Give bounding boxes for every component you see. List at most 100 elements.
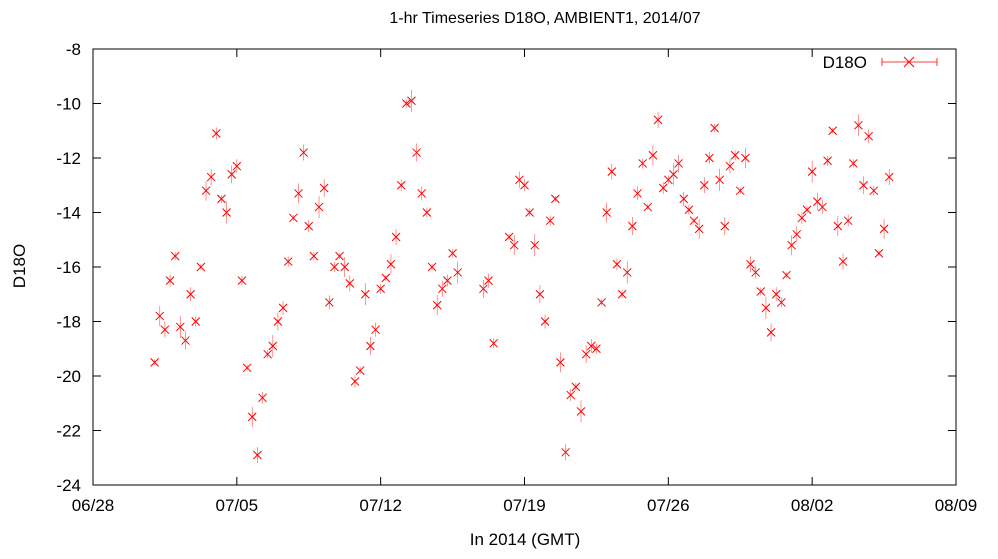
data-point bbox=[443, 274, 452, 287]
x-tick-label: 06/28 bbox=[72, 496, 115, 515]
data-point bbox=[540, 314, 550, 329]
data-point bbox=[586, 339, 596, 354]
data-point bbox=[848, 159, 858, 168]
data-point bbox=[489, 338, 499, 349]
x-tick-label: 07/26 bbox=[647, 496, 690, 515]
data-point bbox=[150, 358, 159, 367]
data-point bbox=[864, 129, 874, 144]
data-point bbox=[515, 171, 524, 188]
data-point bbox=[638, 158, 648, 169]
data-point bbox=[324, 295, 334, 310]
x-tick-label: 07/05 bbox=[216, 496, 259, 515]
data-point bbox=[520, 179, 529, 192]
data-point bbox=[648, 145, 658, 166]
data-point bbox=[710, 123, 719, 133]
data-point bbox=[550, 194, 560, 204]
data-point bbox=[628, 217, 637, 236]
y-tick-label: -16 bbox=[56, 258, 81, 277]
data-point bbox=[504, 232, 514, 242]
data-point bbox=[751, 266, 761, 279]
data-point bbox=[792, 226, 802, 243]
data-point bbox=[787, 235, 796, 256]
data-point bbox=[427, 262, 437, 272]
data-point bbox=[479, 279, 488, 298]
x-tick-label: 08/02 bbox=[791, 496, 834, 515]
data-point bbox=[735, 186, 745, 196]
data-point bbox=[217, 194, 226, 204]
data-point bbox=[725, 159, 735, 174]
data-point bbox=[206, 169, 216, 186]
data-point bbox=[730, 150, 740, 161]
data-point bbox=[653, 111, 663, 128]
data-point bbox=[545, 215, 555, 226]
legend-marker bbox=[903, 56, 915, 68]
data-point bbox=[381, 273, 391, 283]
data-point bbox=[376, 283, 386, 294]
data-point bbox=[314, 196, 324, 219]
data-point bbox=[597, 298, 606, 307]
y-tick-label: -10 bbox=[56, 95, 81, 114]
data-point bbox=[571, 382, 581, 392]
data-point bbox=[340, 257, 350, 277]
data-point bbox=[227, 165, 237, 184]
chart-title: 1-hr Timeseries D18O, AMBIENT1, 2014/07 bbox=[389, 10, 700, 27]
data-point bbox=[879, 218, 889, 239]
data-point bbox=[304, 220, 314, 233]
data-point bbox=[602, 202, 612, 223]
data-point bbox=[222, 201, 231, 224]
y-tick-label: -18 bbox=[56, 313, 81, 332]
data-point bbox=[437, 280, 447, 297]
data-point bbox=[181, 331, 190, 350]
data-point bbox=[160, 321, 170, 338]
legend: D18O bbox=[823, 53, 938, 72]
data-point bbox=[319, 178, 329, 197]
legend-label: D18O bbox=[823, 53, 867, 72]
data-point bbox=[191, 316, 201, 327]
y-tick-label: -8 bbox=[66, 40, 81, 59]
data-point bbox=[237, 275, 247, 286]
data-point bbox=[288, 213, 298, 223]
y-tick-label: -22 bbox=[56, 422, 81, 441]
x-tick-label: 07/12 bbox=[359, 496, 402, 515]
data-point bbox=[617, 289, 627, 299]
series-layer bbox=[150, 89, 894, 464]
data-point bbox=[268, 335, 278, 358]
y-axis-label: D18O bbox=[10, 244, 29, 288]
data-point bbox=[869, 185, 879, 196]
data-point bbox=[756, 287, 766, 296]
data-point bbox=[658, 181, 668, 194]
data-point bbox=[530, 234, 540, 257]
data-point bbox=[165, 274, 175, 287]
data-point bbox=[417, 186, 427, 201]
data-point bbox=[525, 208, 534, 217]
data-point bbox=[232, 159, 242, 174]
data-point bbox=[771, 287, 781, 302]
data-point bbox=[448, 249, 457, 258]
data-point bbox=[278, 300, 288, 315]
data-point bbox=[884, 169, 894, 186]
data-point bbox=[170, 251, 180, 261]
data-point bbox=[175, 315, 185, 338]
data-point bbox=[679, 191, 689, 206]
data-point bbox=[807, 160, 817, 183]
data-point bbox=[561, 444, 570, 461]
data-point bbox=[345, 275, 355, 292]
data-point bbox=[556, 352, 565, 373]
data-point bbox=[273, 312, 283, 331]
x-axis-label: In 2014 (GMT) bbox=[470, 530, 581, 549]
data-point bbox=[309, 251, 319, 261]
data-point bbox=[746, 256, 755, 273]
data-point bbox=[412, 143, 421, 162]
data-point bbox=[196, 262, 206, 272]
y-tick-label: -12 bbox=[56, 149, 81, 168]
data-point bbox=[155, 306, 165, 327]
data-point bbox=[823, 155, 832, 166]
data-point bbox=[401, 99, 411, 108]
data-point bbox=[828, 126, 838, 136]
data-point bbox=[874, 249, 884, 258]
plot-frame bbox=[92, 48, 957, 486]
data-point bbox=[612, 258, 622, 271]
data-point bbox=[211, 127, 221, 140]
